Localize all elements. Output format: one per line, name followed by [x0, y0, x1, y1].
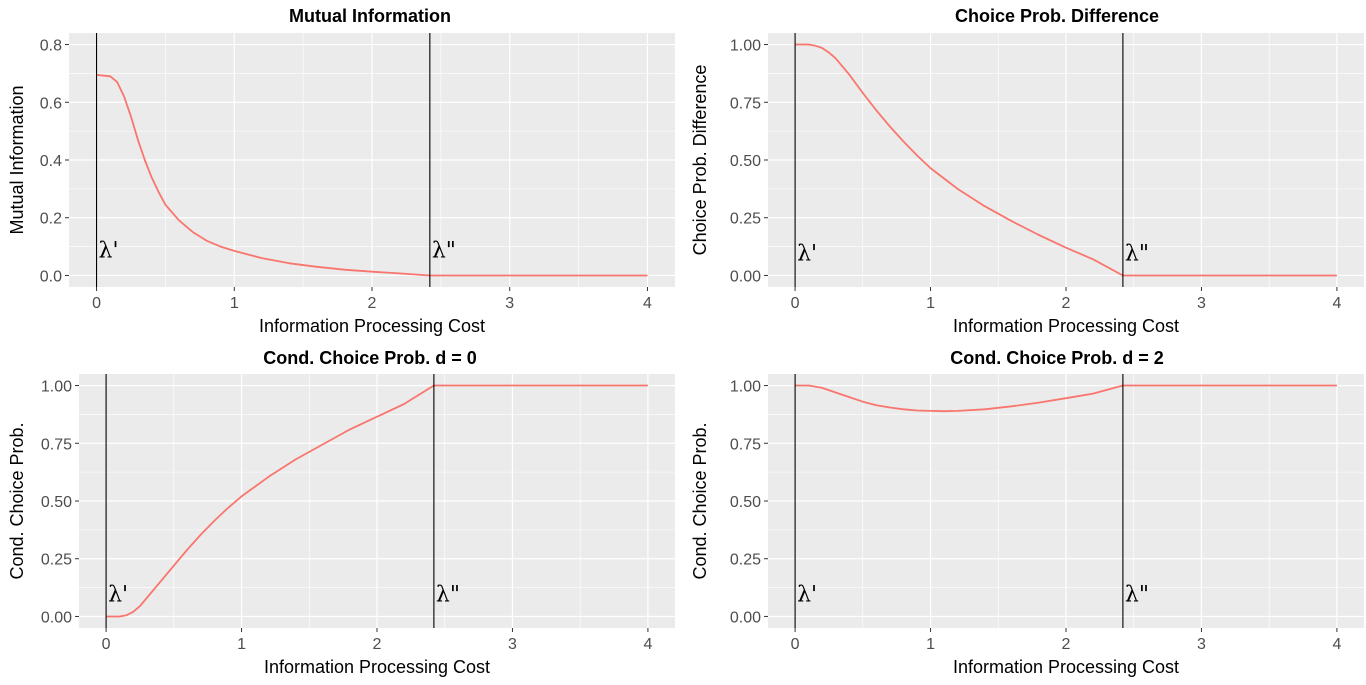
- x-tick-label: 2: [368, 295, 377, 312]
- x-axis-label: Information Processing Cost: [953, 316, 1179, 336]
- x-tick-label: 2: [1062, 636, 1071, 653]
- y-tick-label: 0.50: [730, 153, 761, 170]
- x-tick-label: 1: [926, 295, 935, 312]
- lambda-annotation: λ": [432, 238, 456, 263]
- y-tick-label: 0.00: [41, 609, 72, 626]
- y-tick-label: 0.00: [730, 609, 761, 626]
- x-axis-label: Information Processing Cost: [259, 316, 485, 336]
- x-tick-label: 4: [643, 636, 652, 653]
- y-tick-label: 1.00: [730, 379, 761, 396]
- y-tick-label: 0.50: [730, 494, 761, 511]
- x-tick-label: 3: [508, 636, 517, 653]
- y-tick-label: 0.25: [41, 552, 72, 569]
- panel-4: 0 1 2 3 4 0.00 0.25 0.50 0.75 1.00 λ' λ" Cond. Choic…: [690, 348, 1364, 677]
- y-tick-label: 0.4: [40, 153, 62, 170]
- x-tick-label: 3: [1197, 636, 1206, 653]
- lambda-annotation: λ": [1125, 241, 1149, 266]
- panel-title: Choice Prob. Difference: [955, 6, 1159, 26]
- panel-title: Cond. Choice Prob. d = 0: [263, 348, 477, 368]
- x-tick-label: 2: [1062, 295, 1071, 312]
- lambda-annotation: λ': [99, 238, 119, 263]
- y-tick-label: 0.25: [730, 552, 761, 569]
- x-tick-label: 1: [230, 295, 239, 312]
- panel-3: 0 1 2 3 4 0.00 0.25 0.50 0.75 1.00 λ' λ" Cond. Choic…: [7, 348, 675, 677]
- lambda-annotation: λ': [797, 241, 817, 266]
- y-tick-label: 0.25: [730, 211, 761, 228]
- x-tick-label: 2: [373, 636, 382, 653]
- y-tick-label: 0.2: [40, 211, 62, 228]
- x-tick-label: 0: [92, 295, 101, 312]
- y-tick-label: 1.00: [41, 379, 72, 396]
- series-line: [106, 384, 648, 618]
- panel-title: Mutual Information: [289, 6, 451, 26]
- y-axis-label: Mutual Information: [7, 85, 27, 234]
- series-line: [96, 74, 648, 277]
- x-tick-label: 1: [237, 636, 246, 653]
- y-tick-label: 0.6: [40, 95, 62, 112]
- x-tick-label: 0: [791, 295, 800, 312]
- x-tick-label: 4: [1332, 636, 1341, 653]
- lambda-annotation: λ': [108, 582, 128, 607]
- series-line: [795, 384, 1337, 413]
- y-tick-label: 0.8: [40, 38, 62, 55]
- x-tick-label: 4: [643, 295, 652, 312]
- lambda-annotation: λ': [797, 582, 817, 607]
- y-tick-label: 0.0: [40, 268, 62, 285]
- y-tick-label: 0.50: [41, 494, 72, 511]
- y-tick-label: 0.00: [730, 268, 761, 285]
- x-axis-label: Information Processing Cost: [953, 657, 1179, 677]
- x-tick-label: 3: [505, 295, 514, 312]
- panel-title: Cond. Choice Prob. d = 2: [950, 348, 1164, 368]
- y-tick-label: 0.75: [41, 436, 72, 453]
- y-tick-label: 0.75: [730, 436, 761, 453]
- y-axis-label: Choice Prob. Difference: [690, 65, 710, 256]
- x-tick-label: 4: [1332, 295, 1341, 312]
- y-tick-label: 1.00: [730, 38, 761, 55]
- lambda-annotation: λ": [1125, 582, 1149, 607]
- x-tick-label: 3: [1197, 295, 1206, 312]
- y-tick-label: 0.75: [730, 95, 761, 112]
- y-axis-label: Cond. Choice Prob.: [690, 422, 710, 579]
- series-line: [795, 43, 1337, 277]
- panel-1: 0 1 2 3 4 0.0 0.2 0.4 0.6 0.8 λ' λ" Mutual Informati…: [7, 6, 675, 336]
- x-axis-label: Information Processing Cost: [264, 657, 490, 677]
- lambda-annotation: λ": [436, 582, 460, 607]
- panel-2: 0 1 2 3 4 0.00 0.25 0.50 0.75 1.00 λ' λ" Choice Prob…: [690, 6, 1364, 336]
- y-axis-label: Cond. Choice Prob.: [7, 422, 27, 579]
- x-tick-label: 1: [926, 636, 935, 653]
- x-tick-label: 0: [791, 636, 800, 653]
- x-tick-label: 0: [102, 636, 111, 653]
